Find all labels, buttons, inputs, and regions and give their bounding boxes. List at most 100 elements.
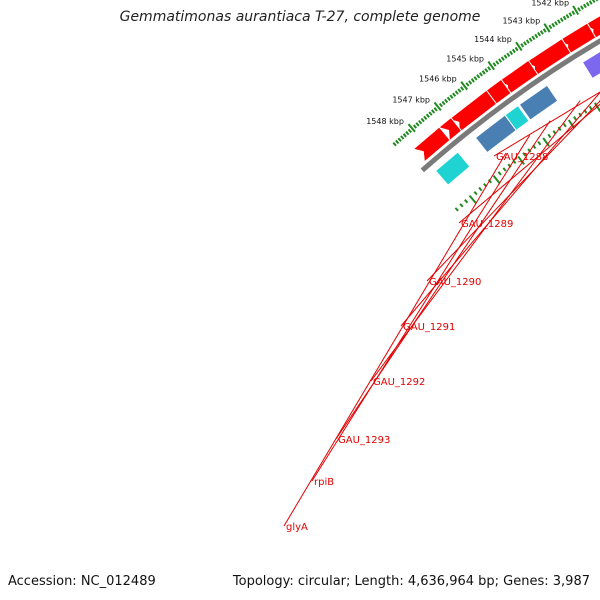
minor-tick — [420, 117, 425, 123]
gene-label: GAU_1290 — [429, 277, 481, 288]
gene-leader-line — [493, 91, 600, 157]
minor-tick — [537, 31, 541, 37]
gene-label: GAU_1288 — [496, 152, 548, 163]
minor-tick — [460, 86, 465, 91]
minor-tick — [454, 90, 459, 95]
minor-tick — [511, 48, 516, 54]
gene-leader-line — [370, 100, 581, 382]
inner-tick — [487, 179, 493, 184]
minor-tick — [478, 72, 483, 77]
backbone — [420, 38, 600, 173]
cds-feature — [437, 116, 463, 142]
gene-label: glyA — [286, 522, 308, 533]
minor-tick — [402, 133, 407, 138]
minor-tick — [577, 7, 581, 12]
gene-label: GAU_1292 — [373, 377, 425, 388]
minor-tick — [551, 22, 556, 28]
minor-tick — [523, 41, 527, 46]
colored-feature — [518, 84, 559, 121]
minor-tick — [487, 66, 492, 71]
minor-tick — [495, 60, 500, 65]
minor-tick — [588, 0, 593, 5]
minor-tick — [531, 35, 536, 41]
major-tick — [407, 123, 416, 133]
minor-tick — [415, 122, 420, 127]
minor-tick — [528, 37, 533, 42]
minor-tick — [568, 12, 573, 17]
inner-tick — [517, 155, 525, 166]
minor-tick — [534, 33, 539, 39]
minor-tick — [559, 17, 564, 22]
inner-tick — [468, 194, 477, 204]
major-tick — [515, 41, 523, 52]
gene-leader-line — [426, 100, 600, 282]
gene-leader-line — [283, 153, 507, 527]
inner-tick — [459, 203, 464, 208]
minor-tick — [591, 0, 596, 4]
minor-tick — [539, 30, 544, 35]
minor-tick — [473, 76, 478, 81]
inner-tick — [573, 116, 577, 121]
major-tick — [572, 5, 580, 15]
inner-tick — [542, 137, 550, 147]
minor-tick — [500, 56, 505, 61]
minor-tick — [470, 78, 475, 83]
gene-leader-line — [311, 135, 531, 482]
minor-tick — [465, 82, 470, 87]
minor-tick — [506, 52, 511, 58]
kbp-label: 1548 kbp — [366, 117, 404, 126]
minor-tick — [468, 80, 473, 85]
minor-tick — [441, 100, 446, 106]
minor-tick — [520, 43, 525, 48]
gene-label: GAU_1291 — [403, 322, 455, 333]
minor-tick — [580, 5, 584, 10]
genome-summary-text: Topology: circular; Length: 4,636,964 bp… — [230, 574, 592, 589]
kbp-label: 1542 kbp — [531, 0, 569, 7]
minor-tick — [400, 135, 405, 140]
kbp-label: 1546 kbp — [419, 74, 457, 83]
minor-tick — [509, 50, 514, 56]
inner-tick — [537, 140, 542, 146]
minor-tick — [452, 92, 457, 97]
minor-tick — [498, 58, 503, 63]
minor-tick — [565, 14, 570, 19]
minor-tick — [425, 113, 430, 118]
inner-tick — [497, 171, 502, 176]
minor-tick — [433, 107, 438, 112]
colored-feature — [434, 151, 471, 186]
minor-tick — [446, 96, 451, 102]
minor-tick — [476, 74, 481, 79]
colored-feature — [581, 51, 600, 80]
minor-tick — [418, 120, 423, 125]
minor-tick — [503, 54, 508, 59]
minor-tick — [562, 15, 567, 21]
inner-tick — [454, 207, 459, 212]
major-tick — [460, 81, 469, 91]
minor-tick — [397, 137, 402, 142]
minor-tick — [514, 46, 519, 52]
minor-tick — [392, 142, 397, 147]
inner-tick — [522, 152, 527, 157]
inner-tick — [478, 186, 483, 192]
minor-tick — [457, 88, 462, 93]
minor-tick — [449, 94, 454, 99]
minor-tick — [595, 0, 599, 2]
gene-label: GAU_1293 — [338, 435, 390, 446]
inner-tick — [502, 167, 507, 172]
inner-tick — [547, 133, 552, 139]
accession-text: Accession: NC_012489 — [6, 574, 158, 589]
inner-tick — [578, 112, 583, 118]
inner-tick — [562, 123, 567, 128]
inner-tick — [527, 148, 532, 153]
cds-feature — [412, 126, 451, 163]
minor-tick — [571, 10, 576, 15]
kbp-label: 1543 kbp — [502, 16, 540, 25]
minor-tick — [405, 130, 410, 136]
minor-tick — [492, 62, 497, 67]
minor-tick — [554, 21, 558, 26]
minor-tick — [542, 28, 547, 33]
minor-tick — [395, 139, 400, 145]
kbp-label: 1544 kbp — [474, 35, 512, 44]
